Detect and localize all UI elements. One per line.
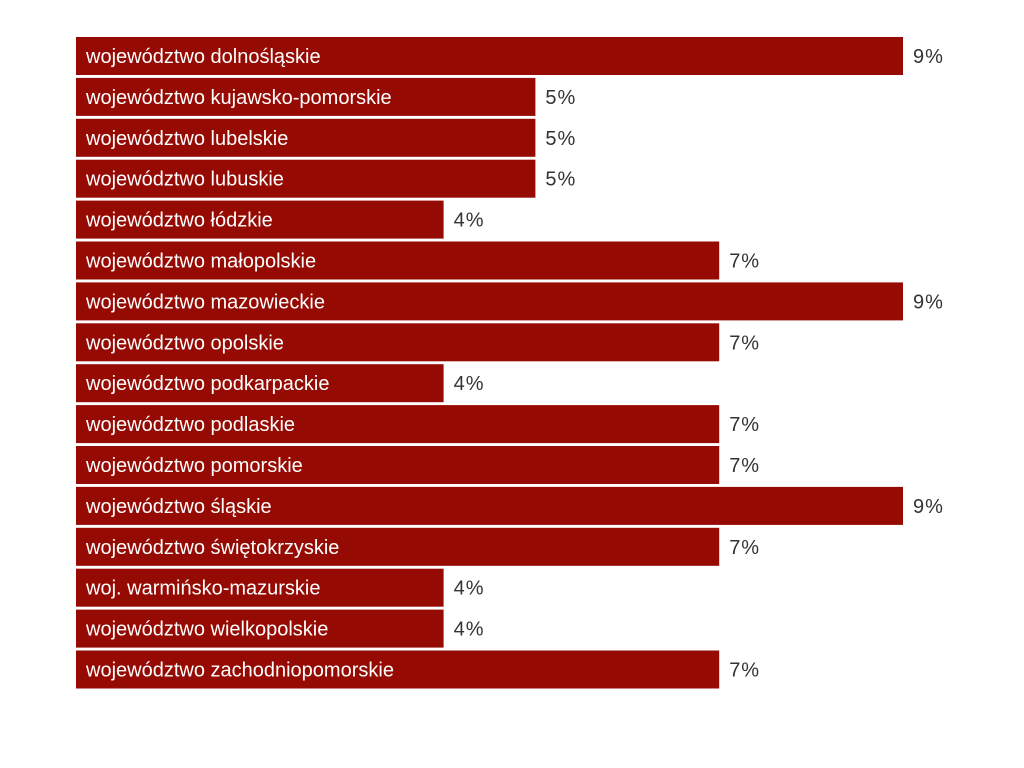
bars-layer: województwo dolnośląskie 9% województwo ku… [76,37,944,689]
category-label-13: woj. warmińsko-mazurskie [85,578,321,600]
bar-7 [76,323,720,362]
value-label-6: 9% [913,291,944,313]
category-label-3: województwo lubuskie [85,169,284,191]
bar-0 [76,37,903,75]
value-label-7: 7% [729,332,760,354]
value-label-3: 5% [545,169,576,191]
bar-10 [76,446,720,484]
bar-6 [76,282,903,321]
bar-9 [76,405,720,444]
bar-15 [76,650,720,689]
bar-1 [76,77,536,116]
value-label-15: 7% [729,660,760,682]
value-label-0: 9% [913,46,944,68]
category-label-14: województwo wielkopolskie [85,619,328,641]
value-label-11: 9% [913,496,944,518]
bar-13 [76,568,444,607]
category-label-6: województwo mazowieckie [85,291,325,313]
value-label-9: 7% [729,414,760,436]
category-label-8: województwo podkarpackie [85,373,329,395]
bar-2 [76,118,536,157]
value-label-5: 7% [729,251,760,273]
value-label-4: 4% [454,210,485,232]
bar-5 [76,241,720,280]
bar-12 [76,527,720,566]
category-label-4: województwo łódzkie [85,210,273,232]
bar-4 [76,200,444,239]
category-label-15: województwo zachodniopomorskie [85,660,394,682]
bar-8 [76,364,444,403]
category-label-1: województwo kujawsko-pomorskie [85,87,392,109]
value-label-14: 4% [454,619,485,641]
category-label-11: województwo śląskie [85,496,272,518]
category-label-0: województwo dolnośląskie [85,46,321,68]
value-label-8: 4% [454,373,485,395]
value-label-2: 5% [545,128,576,150]
bar-14 [76,609,444,648]
bar-11 [76,486,903,525]
bar-3 [76,159,536,198]
category-label-9: województwo podlaskie [85,414,295,436]
category-label-12: województwo świętokrzyskie [85,537,339,559]
category-label-7: województwo opolskie [85,332,284,354]
value-label-13: 4% [454,578,485,600]
value-label-10: 7% [729,455,760,477]
value-label-12: 7% [729,537,760,559]
category-label-10: województwo pomorskie [85,455,303,477]
category-label-2: województwo lubelskie [85,128,288,150]
value-label-1: 5% [545,87,576,109]
category-label-5: województwo małopolskie [85,251,316,273]
